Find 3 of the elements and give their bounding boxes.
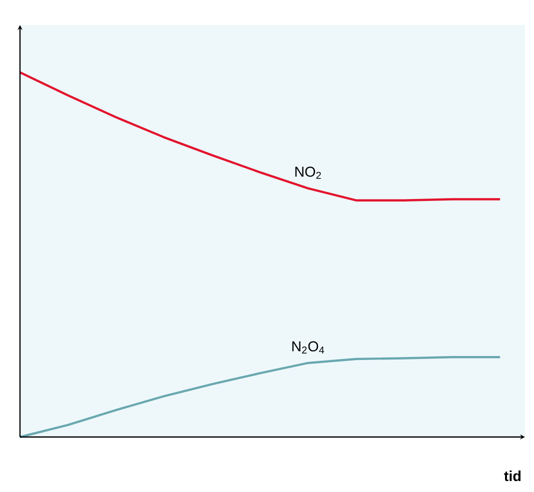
series-label: NO$_{2}$ [295, 166, 321, 179]
x-axis-title: tid [504, 470, 521, 482]
series-label: N$_{2}$O$_{4}$ [292, 341, 324, 354]
